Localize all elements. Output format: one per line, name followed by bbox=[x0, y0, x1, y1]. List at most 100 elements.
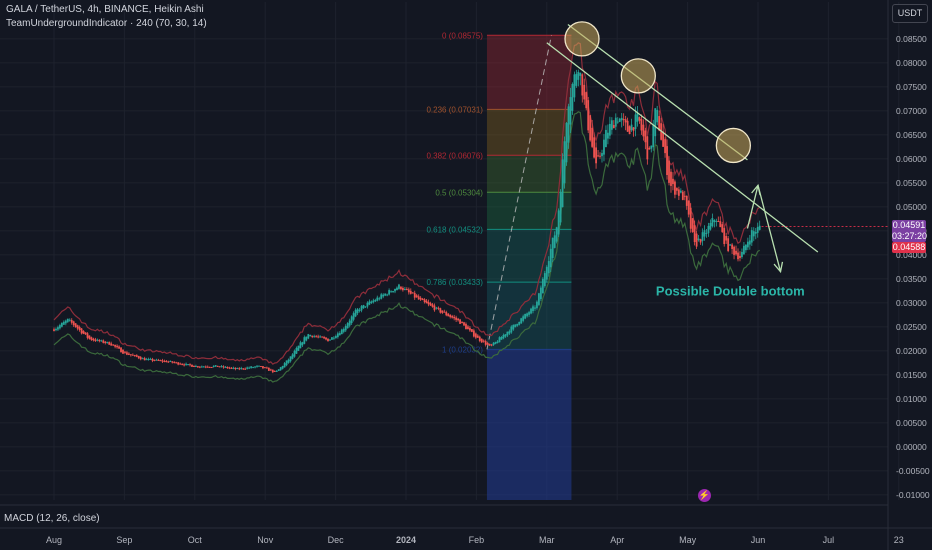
lightning-icon[interactable]: ⚡ bbox=[698, 489, 711, 502]
candle-body bbox=[403, 289, 406, 291]
candle-body bbox=[62, 321, 65, 325]
symbol-title[interactable]: GALA / TetherUS, 4h, BINANCE, Heikin Ash… bbox=[6, 4, 204, 15]
candle-body bbox=[218, 366, 221, 368]
candle-body bbox=[179, 363, 182, 365]
candle-body bbox=[214, 365, 217, 367]
candle-body bbox=[465, 323, 467, 329]
candlesticks bbox=[53, 69, 761, 374]
candle-body bbox=[289, 356, 292, 362]
candle-body bbox=[632, 127, 635, 131]
candle-body bbox=[415, 295, 418, 298]
candle-body bbox=[250, 366, 253, 368]
y-tick-label: 0.06500 bbox=[896, 130, 927, 140]
candle-body bbox=[171, 361, 174, 363]
candle-body bbox=[569, 97, 572, 125]
last-price-value: 0.04591 bbox=[892, 220, 926, 230]
candle-body bbox=[198, 366, 201, 368]
candle-body bbox=[285, 360, 288, 366]
candle-body bbox=[674, 181, 676, 195]
indicator-legend[interactable]: TeamUndergroundIndicator · 240 (70, 30, … bbox=[6, 18, 207, 29]
candle-body bbox=[750, 230, 753, 243]
candle-body bbox=[522, 316, 525, 321]
x-tick-label: Jun bbox=[751, 535, 766, 545]
candle-body bbox=[74, 323, 77, 328]
candle-body bbox=[699, 239, 702, 243]
candle-body bbox=[484, 341, 487, 345]
candle-body bbox=[297, 345, 300, 351]
candle-body bbox=[64, 320, 67, 324]
candle-body bbox=[400, 286, 402, 290]
fib-level-label: 1 (0.02032) bbox=[442, 345, 483, 354]
candle-body bbox=[291, 354, 294, 359]
candle-body bbox=[695, 233, 698, 247]
candle-body bbox=[177, 362, 180, 365]
y-tick-label: 0.00000 bbox=[896, 442, 927, 452]
candle-body bbox=[467, 326, 469, 330]
x-tick-label: Dec bbox=[328, 535, 345, 545]
candle-body bbox=[265, 367, 268, 369]
y-tick-label: -0.00500 bbox=[896, 466, 930, 476]
candle-body bbox=[114, 344, 117, 347]
candle-body bbox=[303, 337, 306, 344]
candle-body bbox=[153, 359, 156, 361]
candle-body bbox=[390, 291, 392, 293]
candle-body bbox=[758, 225, 761, 230]
candle-body bbox=[502, 335, 505, 339]
candle-body bbox=[273, 370, 276, 372]
candle-body bbox=[384, 293, 387, 296]
candle-body bbox=[84, 332, 87, 335]
candle-body bbox=[321, 336, 323, 338]
candle-body bbox=[530, 308, 532, 314]
candle-body bbox=[677, 189, 680, 196]
candle-body bbox=[254, 366, 256, 368]
candle-body bbox=[120, 347, 122, 353]
candle-body bbox=[293, 350, 296, 357]
currency-button[interactable]: USDT bbox=[892, 4, 928, 23]
candle-body bbox=[394, 288, 396, 292]
candle-body bbox=[407, 289, 410, 293]
candle-body bbox=[494, 341, 497, 344]
trendline bbox=[546, 42, 819, 253]
candle-body bbox=[124, 351, 126, 353]
candle-body bbox=[338, 333, 341, 336]
candle-body bbox=[309, 334, 312, 337]
candle-body bbox=[202, 366, 205, 368]
price-axis[interactable]: 0.08500 0.08000 0.07500 0.07000 0.06500 0.060… bbox=[896, 34, 930, 500]
candle-body bbox=[532, 306, 534, 312]
x-tick-label: Apr bbox=[610, 535, 624, 545]
highlight-circle bbox=[715, 127, 752, 164]
candle-body bbox=[689, 207, 692, 229]
candle-body bbox=[524, 313, 527, 319]
drawings[interactable]: Possible Double bottom bbox=[546, 21, 888, 299]
time-axis[interactable]: Aug Sep Oct Nov Dec 2024 Feb Mar Apr May Jun Jul 23 bbox=[46, 535, 904, 545]
candle-body bbox=[591, 127, 594, 147]
candle-body bbox=[567, 106, 570, 143]
candle-body bbox=[220, 366, 223, 368]
candle-body bbox=[256, 365, 258, 367]
x-tick-label: Feb bbox=[469, 535, 485, 545]
candle-body bbox=[226, 366, 229, 369]
candle-body bbox=[68, 319, 71, 321]
candle-body bbox=[413, 292, 416, 298]
candle-body bbox=[236, 368, 239, 370]
candle-body bbox=[333, 337, 335, 339]
candle-body bbox=[350, 316, 353, 324]
candle-body bbox=[703, 230, 706, 237]
fib-level-label: 0.786 (0.03433) bbox=[426, 278, 483, 287]
candle-body bbox=[597, 155, 599, 157]
candle-body bbox=[565, 123, 568, 163]
candle-body bbox=[488, 343, 491, 346]
y-tick-label: 0.01000 bbox=[896, 394, 927, 404]
fib-level-label: 0 (0.08575) bbox=[442, 31, 483, 40]
candle-body bbox=[518, 321, 521, 325]
candle-body bbox=[165, 360, 168, 363]
candle-body bbox=[346, 323, 349, 329]
macd-pane-label[interactable]: MACD (12, 26, close) bbox=[4, 513, 100, 524]
fibonacci-retracement[interactable]: 0 (0.08575) 0.236 (0.07031) 0.382 (0.06076… bbox=[426, 31, 572, 500]
candle-body bbox=[701, 232, 704, 241]
candle-body bbox=[741, 251, 743, 257]
candle-body bbox=[642, 124, 645, 137]
candle-body bbox=[599, 155, 601, 157]
candle-body bbox=[402, 287, 404, 291]
